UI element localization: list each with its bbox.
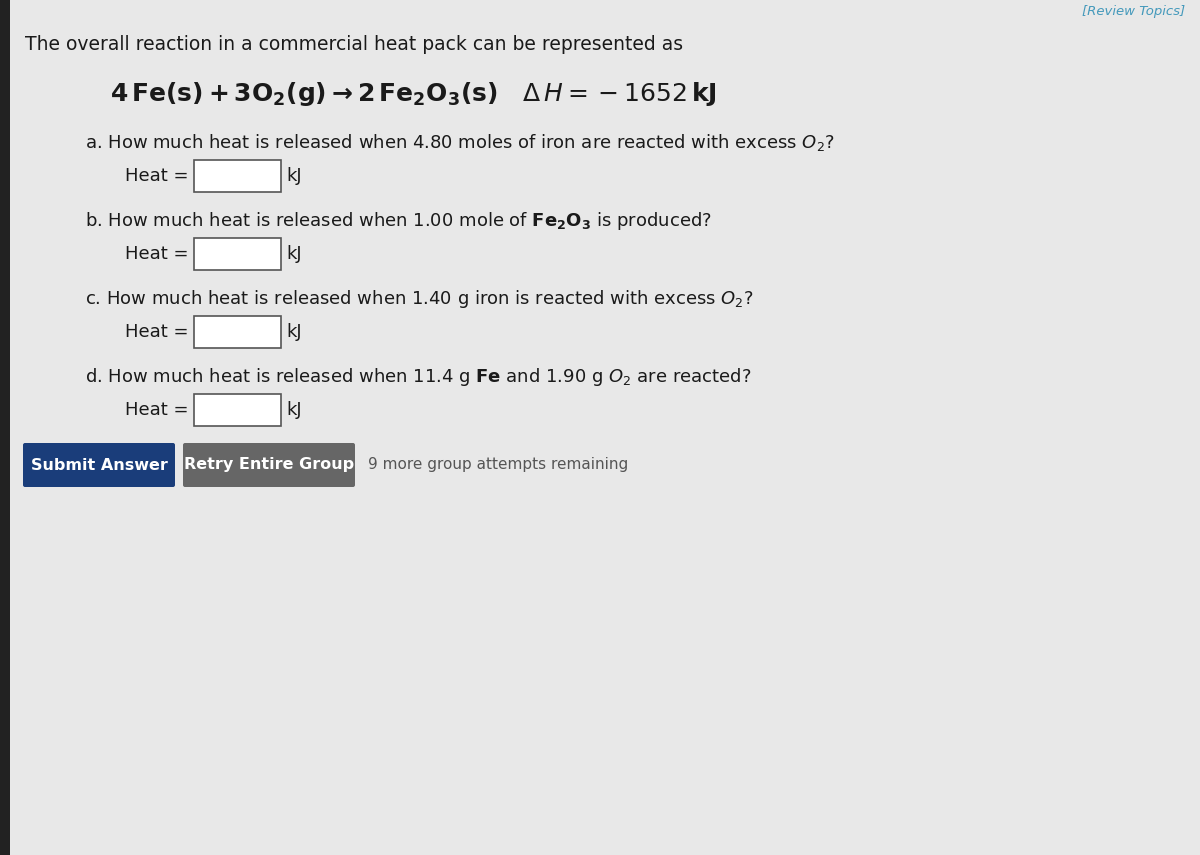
Text: Heat =: Heat = [125,167,194,185]
FancyBboxPatch shape [194,394,281,426]
Text: c. How much heat is released when 1.40 g iron is reacted with excess $O_2$?: c. How much heat is released when 1.40 g… [85,288,754,310]
FancyBboxPatch shape [194,160,281,192]
Text: Heat =: Heat = [125,323,194,341]
Text: 9 more group attempts remaining: 9 more group attempts remaining [368,457,629,473]
Text: Retry Entire Group: Retry Entire Group [184,457,354,473]
FancyBboxPatch shape [194,316,281,348]
FancyBboxPatch shape [182,443,355,487]
Text: a. How much heat is released when 4.80 moles of iron are reacted with excess $O_: a. How much heat is released when 4.80 m… [85,132,835,153]
FancyBboxPatch shape [194,238,281,270]
Text: $\bf{4\,Fe(s) + 3O_2(g) \rightarrow 2\,Fe_2O_3(s)}$$\quad \Delta\,H = -1652\,\bf: $\bf{4\,Fe(s) + 3O_2(g) \rightarrow 2\,F… [110,80,716,108]
Text: kJ: kJ [286,245,301,263]
Text: b. How much heat is released when 1.00 mole of $\bf{Fe_2O_3}$ is produced?: b. How much heat is released when 1.00 m… [85,210,712,232]
Text: Submit Answer: Submit Answer [30,457,168,473]
Text: kJ: kJ [286,167,301,185]
FancyBboxPatch shape [0,0,10,855]
Text: The overall reaction in a commercial heat pack can be represented as: The overall reaction in a commercial hea… [25,35,683,54]
Text: Heat =: Heat = [125,401,194,419]
Text: d. How much heat is released when 11.4 g $\bf{Fe}$ and 1.90 g $O_2$ are reacted?: d. How much heat is released when 11.4 g… [85,366,751,388]
FancyBboxPatch shape [23,443,175,487]
Text: [Review Topics]: [Review Topics] [1082,5,1186,18]
Text: kJ: kJ [286,323,301,341]
Text: kJ: kJ [286,401,301,419]
Text: Heat =: Heat = [125,245,194,263]
